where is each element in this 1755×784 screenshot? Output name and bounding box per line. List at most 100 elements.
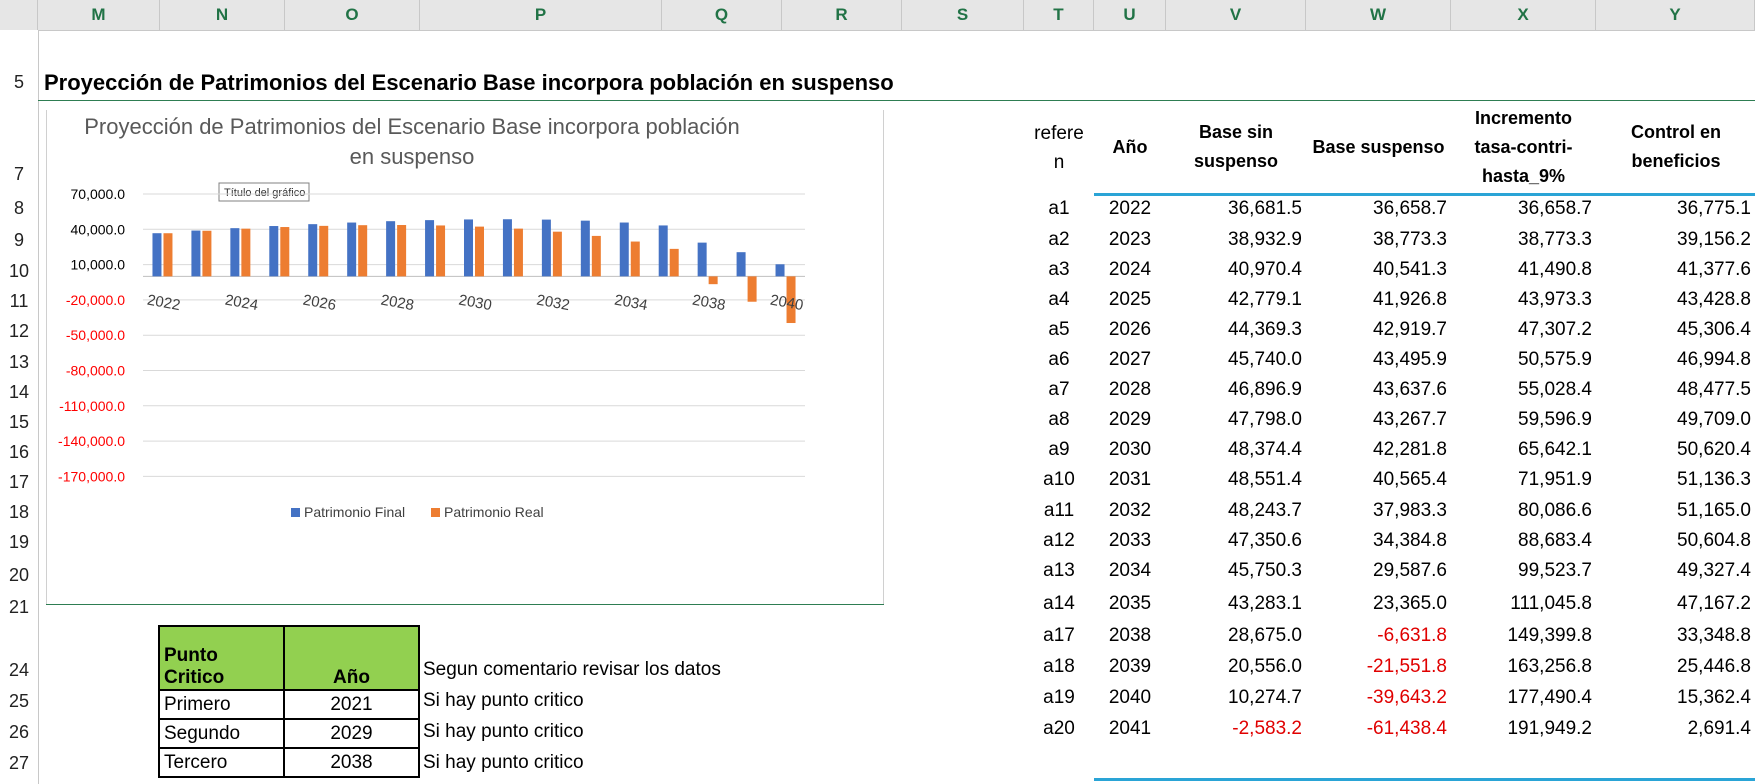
row-header-18[interactable]: 18	[8, 502, 30, 522]
table-cell-incr[interactable]: 55,028.4	[1518, 379, 1592, 400]
table-cell-base[interactable]: 28,675.0	[1228, 625, 1302, 646]
table-cell-base[interactable]: -2,583.2	[1232, 718, 1302, 739]
table-cell-incr[interactable]: 71,951.9	[1518, 469, 1592, 490]
table-cell-ctrl[interactable]: 49,709.0	[1677, 409, 1751, 430]
table-cell-year[interactable]: 2039	[1108, 656, 1152, 677]
table-cell-year[interactable]: 2023	[1108, 229, 1152, 250]
row-header-26[interactable]: 26	[8, 722, 30, 742]
row-header-13[interactable]: 13	[8, 352, 30, 372]
row-header-16[interactable]: 16	[8, 442, 30, 462]
table-cell-susp[interactable]: -21,551.8	[1366, 656, 1447, 677]
table-cell-ctrl[interactable]: 15,362.4	[1677, 687, 1751, 708]
table-cell-year[interactable]: 2032	[1108, 500, 1152, 521]
table-cell-incr[interactable]: 36,658.7	[1518, 198, 1592, 219]
table-cell-ctrl[interactable]: 43,428.8	[1677, 289, 1751, 310]
table-cell-incr[interactable]: 111,045.8	[1510, 593, 1592, 614]
table-cell-ref[interactable]: a14	[1043, 593, 1075, 614]
table-cell-incr[interactable]: 50,575.9	[1518, 349, 1592, 370]
table-cell-susp[interactable]: -61,438.4	[1366, 718, 1447, 739]
table-cell-incr[interactable]: 163,256.8	[1507, 656, 1592, 677]
table-cell-ref[interactable]: a6	[1048, 349, 1070, 370]
table-cell-susp[interactable]: 38,773.3	[1373, 229, 1447, 250]
table-cell-susp[interactable]: 34,384.8	[1373, 530, 1447, 551]
row-header-17[interactable]: 17	[8, 472, 30, 492]
sheet-title[interactable]: Proyección de Patrimonios del Escenario …	[44, 70, 894, 95]
row-header-19[interactable]: 19	[8, 532, 30, 552]
table-cell-ctrl[interactable]: 49,327.4	[1677, 560, 1751, 581]
column-header-v[interactable]: V	[1166, 0, 1306, 30]
column-header-q[interactable]: Q	[662, 0, 782, 30]
table-cell-ctrl[interactable]: 50,604.8	[1677, 530, 1751, 551]
table-cell-incr[interactable]: 38,773.3	[1518, 229, 1592, 250]
table-cell-susp[interactable]: 42,919.7	[1373, 319, 1447, 340]
table-cell-incr[interactable]: 43,973.3	[1518, 289, 1592, 310]
table-cell-susp[interactable]: 41,926.8	[1373, 289, 1447, 310]
table-cell-year[interactable]: 2026	[1108, 319, 1152, 340]
table-cell-incr[interactable]: 80,086.6	[1518, 500, 1592, 521]
table-cell-incr[interactable]: 88,683.4	[1518, 530, 1592, 551]
table-cell-ref[interactable]: a1	[1048, 198, 1070, 219]
table-cell-ref[interactable]: a2	[1048, 229, 1070, 250]
note-cell[interactable]: Si hay punto critico	[423, 721, 584, 742]
column-header-t[interactable]: T	[1024, 0, 1094, 30]
table-cell-ctrl[interactable]: 46,994.8	[1677, 349, 1751, 370]
table-cell-ref[interactable]: a18	[1043, 656, 1075, 677]
table-cell-ref[interactable]: a20	[1043, 718, 1075, 739]
row-header-11[interactable]: 11	[9, 291, 29, 311]
table-cell-base[interactable]: 40,970.4	[1228, 259, 1302, 280]
table-cell-base[interactable]: 45,740.0	[1228, 349, 1302, 370]
table-cell-ref[interactable]: a17	[1043, 625, 1075, 646]
table-cell-ctrl[interactable]: 25,446.8	[1677, 656, 1751, 677]
critical-header-year[interactable]: Año	[283, 625, 420, 691]
table-cell-base[interactable]: 38,932.9	[1228, 229, 1302, 250]
critical-label-cell[interactable]: Segundo	[158, 718, 285, 749]
row-header-21[interactable]: 21	[8, 597, 30, 617]
table-cell-susp[interactable]: 36,658.7	[1373, 198, 1447, 219]
table-cell-susp[interactable]: 43,637.6	[1373, 379, 1447, 400]
row-header-8[interactable]: 8	[13, 198, 24, 218]
critical-label-cell[interactable]: Primero	[158, 689, 285, 720]
table-cell-susp[interactable]: -39,643.2	[1366, 687, 1447, 708]
note-cell[interactable]: Segun comentario revisar los datos	[423, 659, 721, 680]
table-cell-ref[interactable]: a8	[1048, 409, 1070, 430]
column-header-u[interactable]: U	[1094, 0, 1166, 30]
critical-header-label[interactable]: Punto Critico	[158, 625, 285, 691]
table-cell-ref[interactable]: a4	[1048, 289, 1070, 310]
row-header-5[interactable]: 5	[13, 72, 24, 92]
table-cell-base[interactable]: 20,556.0	[1228, 656, 1302, 677]
table-cell-ref[interactable]: a12	[1043, 530, 1075, 551]
select-all-corner[interactable]	[0, 0, 38, 30]
table-cell-base[interactable]: 48,551.4	[1228, 469, 1302, 490]
patrimonio-chart[interactable]: Proyección de Patrimonios del Escenario …	[46, 110, 884, 604]
table-cell-ctrl[interactable]: 50,620.4	[1677, 439, 1751, 460]
row-header-25[interactable]: 25	[8, 691, 30, 711]
table-cell-year[interactable]: 2041	[1108, 718, 1152, 739]
column-header-o[interactable]: O	[285, 0, 420, 30]
table-cell-year[interactable]: 2024	[1108, 259, 1152, 280]
table-cell-incr[interactable]: 149,399.8	[1507, 625, 1592, 646]
table-cell-incr[interactable]: 191,949.2	[1507, 718, 1592, 739]
table-cell-susp[interactable]: 40,565.4	[1373, 469, 1447, 490]
table-cell-base[interactable]: 45,750.3	[1228, 560, 1302, 581]
table-cell-ref[interactable]: a5	[1048, 319, 1070, 340]
table-cell-year[interactable]: 2035	[1108, 593, 1152, 614]
table-cell-susp[interactable]: 43,495.9	[1373, 349, 1447, 370]
table-cell-susp[interactable]: 40,541.3	[1373, 259, 1447, 280]
note-cell[interactable]: Si hay punto critico	[423, 752, 584, 773]
row-header-15[interactable]: 15	[8, 412, 30, 432]
row-header-20[interactable]: 20	[8, 565, 30, 585]
table-cell-ref[interactable]: a10	[1043, 469, 1075, 490]
table-cell-ctrl[interactable]: 39,156.2	[1677, 229, 1751, 250]
table-cell-year[interactable]: 2030	[1108, 439, 1152, 460]
table-cell-ctrl[interactable]: 41,377.6	[1677, 259, 1751, 280]
column-header-p[interactable]: P	[420, 0, 662, 30]
table-cell-year[interactable]: 2033	[1108, 530, 1152, 551]
table-cell-year[interactable]: 2031	[1108, 469, 1152, 490]
table-cell-year[interactable]: 2038	[1108, 625, 1152, 646]
table-cell-base[interactable]: 46,896.9	[1228, 379, 1302, 400]
column-header-m[interactable]: M	[38, 0, 160, 30]
table-cell-base[interactable]: 10,274.7	[1228, 687, 1302, 708]
table-cell-year[interactable]: 2034	[1108, 560, 1152, 581]
table-cell-ref[interactable]: a19	[1043, 687, 1075, 708]
table-cell-base[interactable]: 43,283.1	[1228, 593, 1302, 614]
